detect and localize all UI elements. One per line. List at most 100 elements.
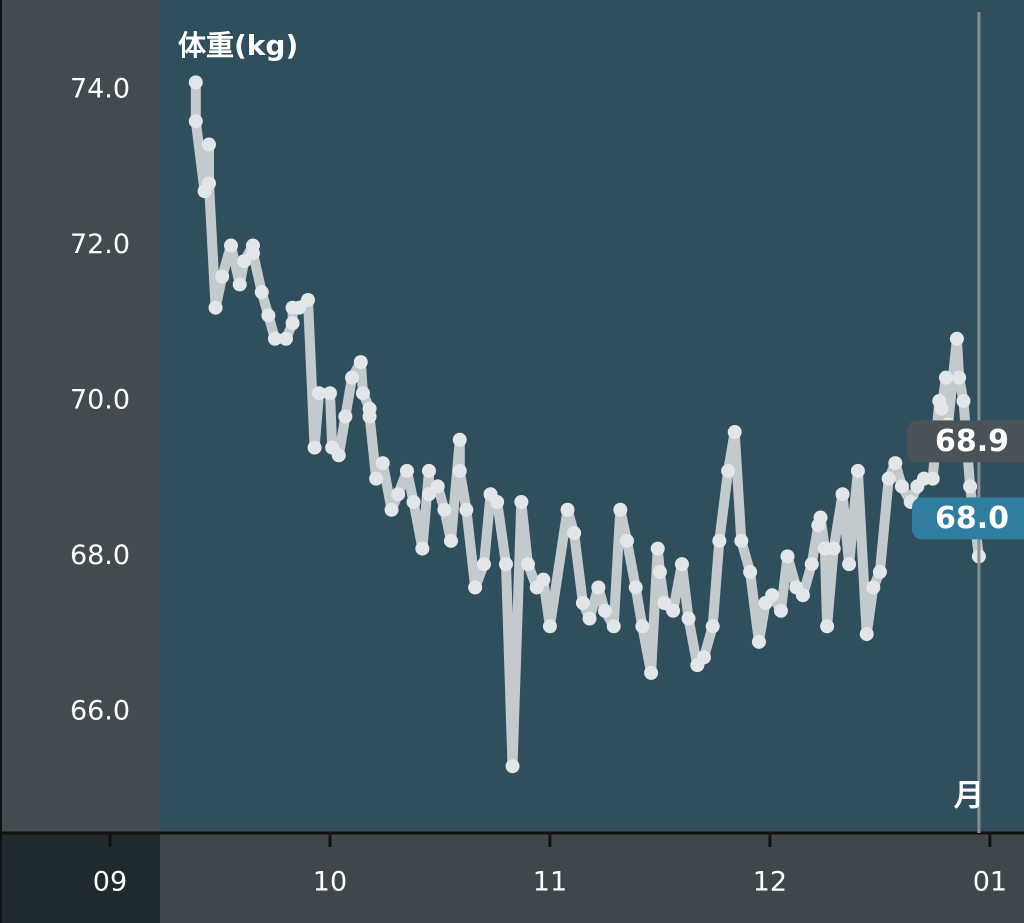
- point: [635, 619, 650, 634]
- point: [567, 526, 582, 541]
- point: [490, 494, 505, 509]
- point: [820, 619, 835, 634]
- point: [261, 308, 276, 323]
- point: [751, 634, 766, 649]
- point: [300, 292, 315, 307]
- point: [307, 440, 322, 455]
- point: [894, 479, 909, 494]
- point: [619, 533, 634, 548]
- point: [628, 580, 643, 595]
- point: [765, 588, 780, 603]
- point: [223, 238, 238, 253]
- point: [421, 463, 436, 478]
- point: [712, 533, 727, 548]
- point: [391, 487, 406, 502]
- point: [721, 463, 736, 478]
- x-tick-label: 10: [313, 867, 347, 898]
- y-tick-label: 66.0: [70, 695, 130, 726]
- chart-title: 体重(kg): [178, 29, 298, 62]
- point: [934, 401, 949, 416]
- point: [835, 487, 850, 502]
- point: [322, 386, 337, 401]
- point: [430, 479, 445, 494]
- point: [597, 603, 612, 618]
- point: [780, 549, 795, 564]
- point: [536, 572, 551, 587]
- line: [190, 82, 984, 772]
- point: [542, 619, 557, 634]
- x-axis-panel: [0, 833, 1024, 923]
- point: [353, 355, 368, 370]
- point: [842, 557, 857, 572]
- point: [215, 269, 230, 284]
- point: [795, 588, 810, 603]
- point: [606, 619, 621, 634]
- point: [949, 331, 964, 346]
- point: [468, 580, 483, 595]
- point: [560, 502, 575, 517]
- point: [881, 471, 896, 486]
- y-tick-label: 70.0: [70, 384, 130, 415]
- point: [575, 595, 590, 610]
- point: [452, 432, 467, 447]
- x-tick-label: 11: [533, 867, 567, 898]
- point: [650, 541, 665, 556]
- point: [415, 541, 430, 556]
- point: [232, 277, 247, 292]
- point: [188, 75, 203, 90]
- point: [938, 370, 953, 385]
- point: [344, 370, 359, 385]
- x-axis-panel-left: [0, 833, 160, 923]
- x-tick-label: 09: [93, 867, 127, 898]
- point: [476, 557, 491, 572]
- point: [355, 386, 370, 401]
- point: [826, 541, 841, 556]
- point: [338, 409, 353, 424]
- point: [208, 300, 223, 315]
- point: [369, 471, 384, 486]
- cursor-label-box: [907, 420, 1024, 463]
- x-tick-label: 01: [973, 867, 1007, 898]
- point: [201, 176, 216, 191]
- point: [696, 650, 711, 665]
- y-tick-label: 74.0: [70, 74, 130, 105]
- point: [311, 386, 326, 401]
- point: [743, 564, 758, 579]
- point: [644, 665, 659, 680]
- point: [285, 316, 300, 331]
- point: [520, 557, 535, 572]
- point: [406, 494, 421, 509]
- y-tick-label: 72.0: [70, 229, 130, 260]
- point: [362, 409, 377, 424]
- point: [773, 603, 788, 618]
- point: [963, 479, 978, 494]
- point: [278, 331, 293, 346]
- point: [201, 137, 216, 152]
- point: [267, 331, 282, 346]
- point: [872, 564, 887, 579]
- point: [859, 627, 874, 642]
- point: [952, 370, 967, 385]
- point: [956, 393, 971, 408]
- point: [804, 557, 819, 572]
- point: [399, 463, 414, 478]
- point: [613, 502, 628, 517]
- y-axis-panel: [0, 0, 160, 833]
- point: [384, 502, 399, 517]
- point: [925, 471, 940, 486]
- cursor-label: 68.9: [935, 424, 1009, 459]
- point: [727, 425, 742, 440]
- point: [375, 456, 390, 471]
- cursor-period-label: 月: [954, 779, 984, 814]
- point: [813, 510, 828, 525]
- point: [850, 463, 865, 478]
- point: [514, 494, 529, 509]
- point: [674, 557, 689, 572]
- point: [888, 456, 903, 471]
- x-tick-label: 12: [753, 867, 787, 898]
- point: [591, 580, 606, 595]
- point: [666, 603, 681, 618]
- point: [866, 580, 881, 595]
- point: [452, 463, 467, 478]
